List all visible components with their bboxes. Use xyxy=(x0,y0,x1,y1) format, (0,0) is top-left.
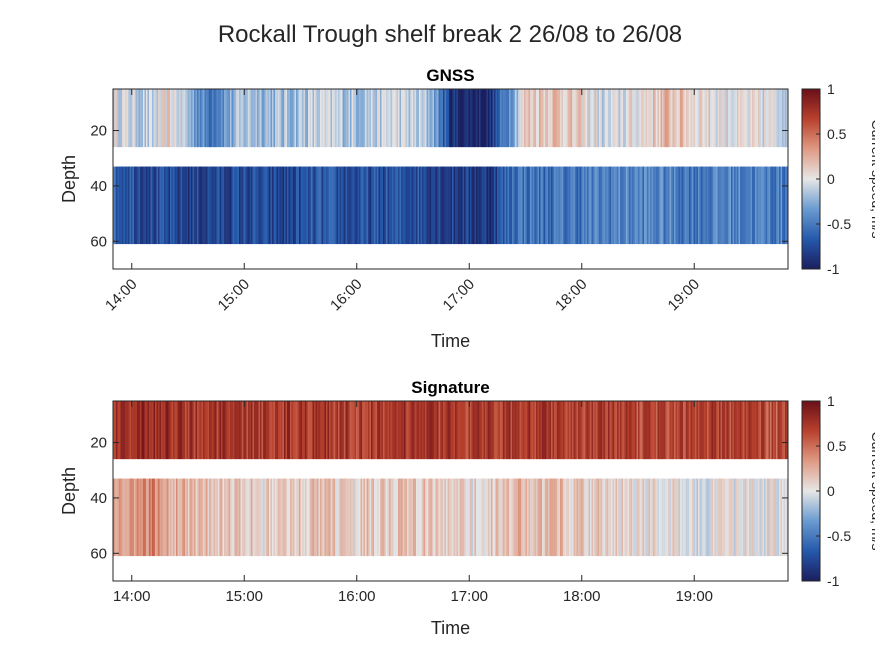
panel-title: Signature xyxy=(411,378,489,397)
panel-2: Signature 14:00 15:00 16:00 17:00 18:00 19:00 2… xyxy=(59,378,875,638)
x-tick-label: 18:00 xyxy=(552,276,591,315)
y-tick-label: 20 xyxy=(90,123,107,140)
y-tick-label: 60 xyxy=(90,545,107,562)
colorbar-tick-label: -0.5 xyxy=(827,528,851,544)
y-tick-label: 40 xyxy=(90,490,107,507)
y-tick-label: 40 xyxy=(90,178,107,195)
y-axis-label: Depth xyxy=(59,155,79,203)
colorbar-tick-label: 0.5 xyxy=(827,126,847,142)
panels: GNSS 14:00 15:00 16:00 17:00 18:00 19:00 20 40 60… xyxy=(59,66,875,638)
colorbar-tick-label: 1 xyxy=(827,393,835,409)
x-axis-label: Time xyxy=(431,618,470,638)
x-tick-label: 17:00 xyxy=(440,276,479,315)
figure-title: Rockall Trough shelf break 2 26/08 to 26… xyxy=(218,21,682,48)
colorbar-tick-label: -1 xyxy=(827,573,840,589)
heatmap xyxy=(113,401,788,557)
x-tick-label: 18:00 xyxy=(563,588,601,605)
colorbar-tick-label: -0.5 xyxy=(827,216,851,232)
heatmap-band-2 xyxy=(113,478,788,557)
colorbar-tick-label: 0 xyxy=(827,483,835,499)
heatmap-band-2 xyxy=(113,166,788,245)
x-tick-label: 19:00 xyxy=(675,588,713,605)
axes-box xyxy=(112,88,789,270)
colorbar-label: Current speed, m/s xyxy=(869,431,875,550)
x-tick-label: 19:00 xyxy=(665,276,704,315)
x-tick-label: 17:00 xyxy=(450,588,488,605)
colorbar-tick-label: -1 xyxy=(827,261,840,277)
y-tick-label: 20 xyxy=(90,435,107,452)
colorbar-tick-label: 1 xyxy=(827,81,835,97)
x-tick-label: 14:00 xyxy=(113,588,151,605)
x-tick-label: 14:00 xyxy=(102,276,141,315)
colorbar-label: Current speed, m/s xyxy=(869,119,875,238)
x-tick-label: 15:00 xyxy=(225,588,263,605)
panel-1: GNSS 14:00 15:00 16:00 17:00 18:00 19:00 20 40 60… xyxy=(59,66,875,351)
y-axis-label: Depth xyxy=(59,467,79,515)
colorbar: 1 0.5 0 -0.5 -1 Current speed, m/s xyxy=(801,393,875,589)
colorbar-tick-label: 0.5 xyxy=(827,438,847,454)
y-tick-label: 60 xyxy=(90,233,107,250)
colorbar: 1 0.5 0 -0.5 -1 Current speed, m/s xyxy=(801,81,875,277)
heatmap xyxy=(113,89,788,245)
heatmap-band-1 xyxy=(113,89,788,148)
x-tick-label: 15:00 xyxy=(215,276,254,315)
heatmap-band-1 xyxy=(113,401,788,460)
x-axis-label: Time xyxy=(431,331,470,351)
x-tick-label: 16:00 xyxy=(338,588,376,605)
x-tick-label: 16:00 xyxy=(327,276,366,315)
axes-box xyxy=(112,400,789,582)
panel-title: GNSS xyxy=(426,66,474,85)
colorbar-tick-label: 0 xyxy=(827,171,835,187)
